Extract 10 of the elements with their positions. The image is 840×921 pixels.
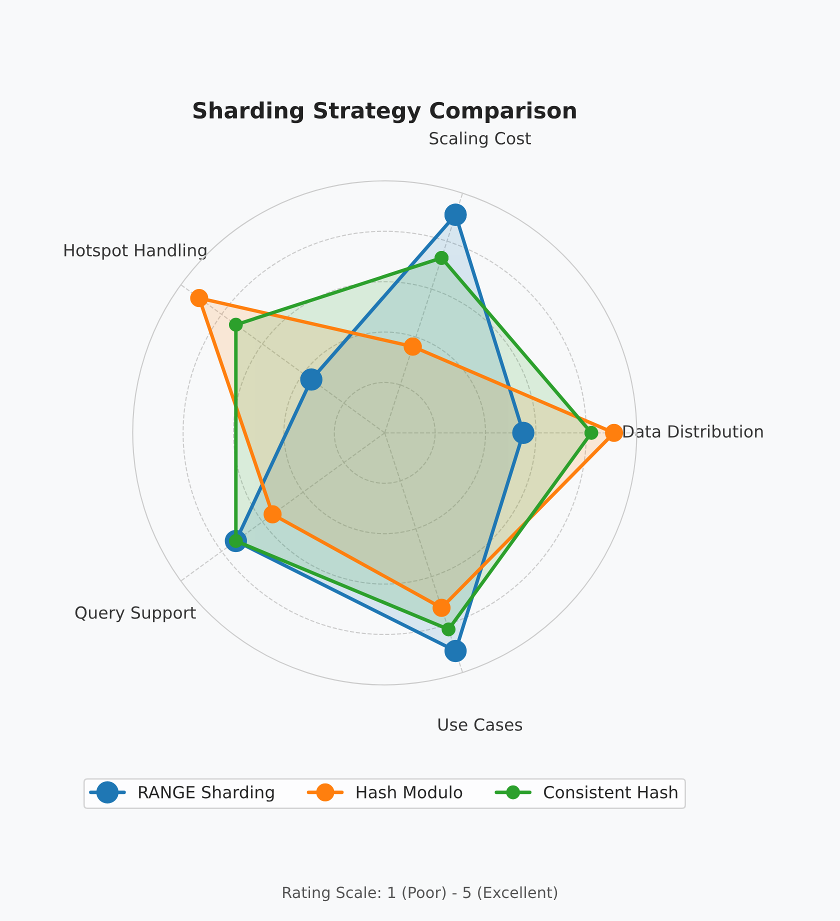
text: Rating Scale: 1 (Poor) - 5 (Excellent) xyxy=(283,886,558,902)
spoke-label: Data Distribution xyxy=(623,424,763,438)
spoke-label: Query Support xyxy=(75,606,196,622)
spoke-label: Use Cases xyxy=(438,718,522,731)
spoke-label: Hotspot Handling xyxy=(64,244,206,260)
spoke-label: Scaling Cost xyxy=(430,132,531,148)
chart-title: Sharding Strategy Comparison xyxy=(193,101,576,124)
legend-label: Consistent Hash xyxy=(544,786,678,798)
legend-label: Hash Modulo xyxy=(356,786,462,798)
legend-label: RANGE Sharding xyxy=(139,786,274,802)
